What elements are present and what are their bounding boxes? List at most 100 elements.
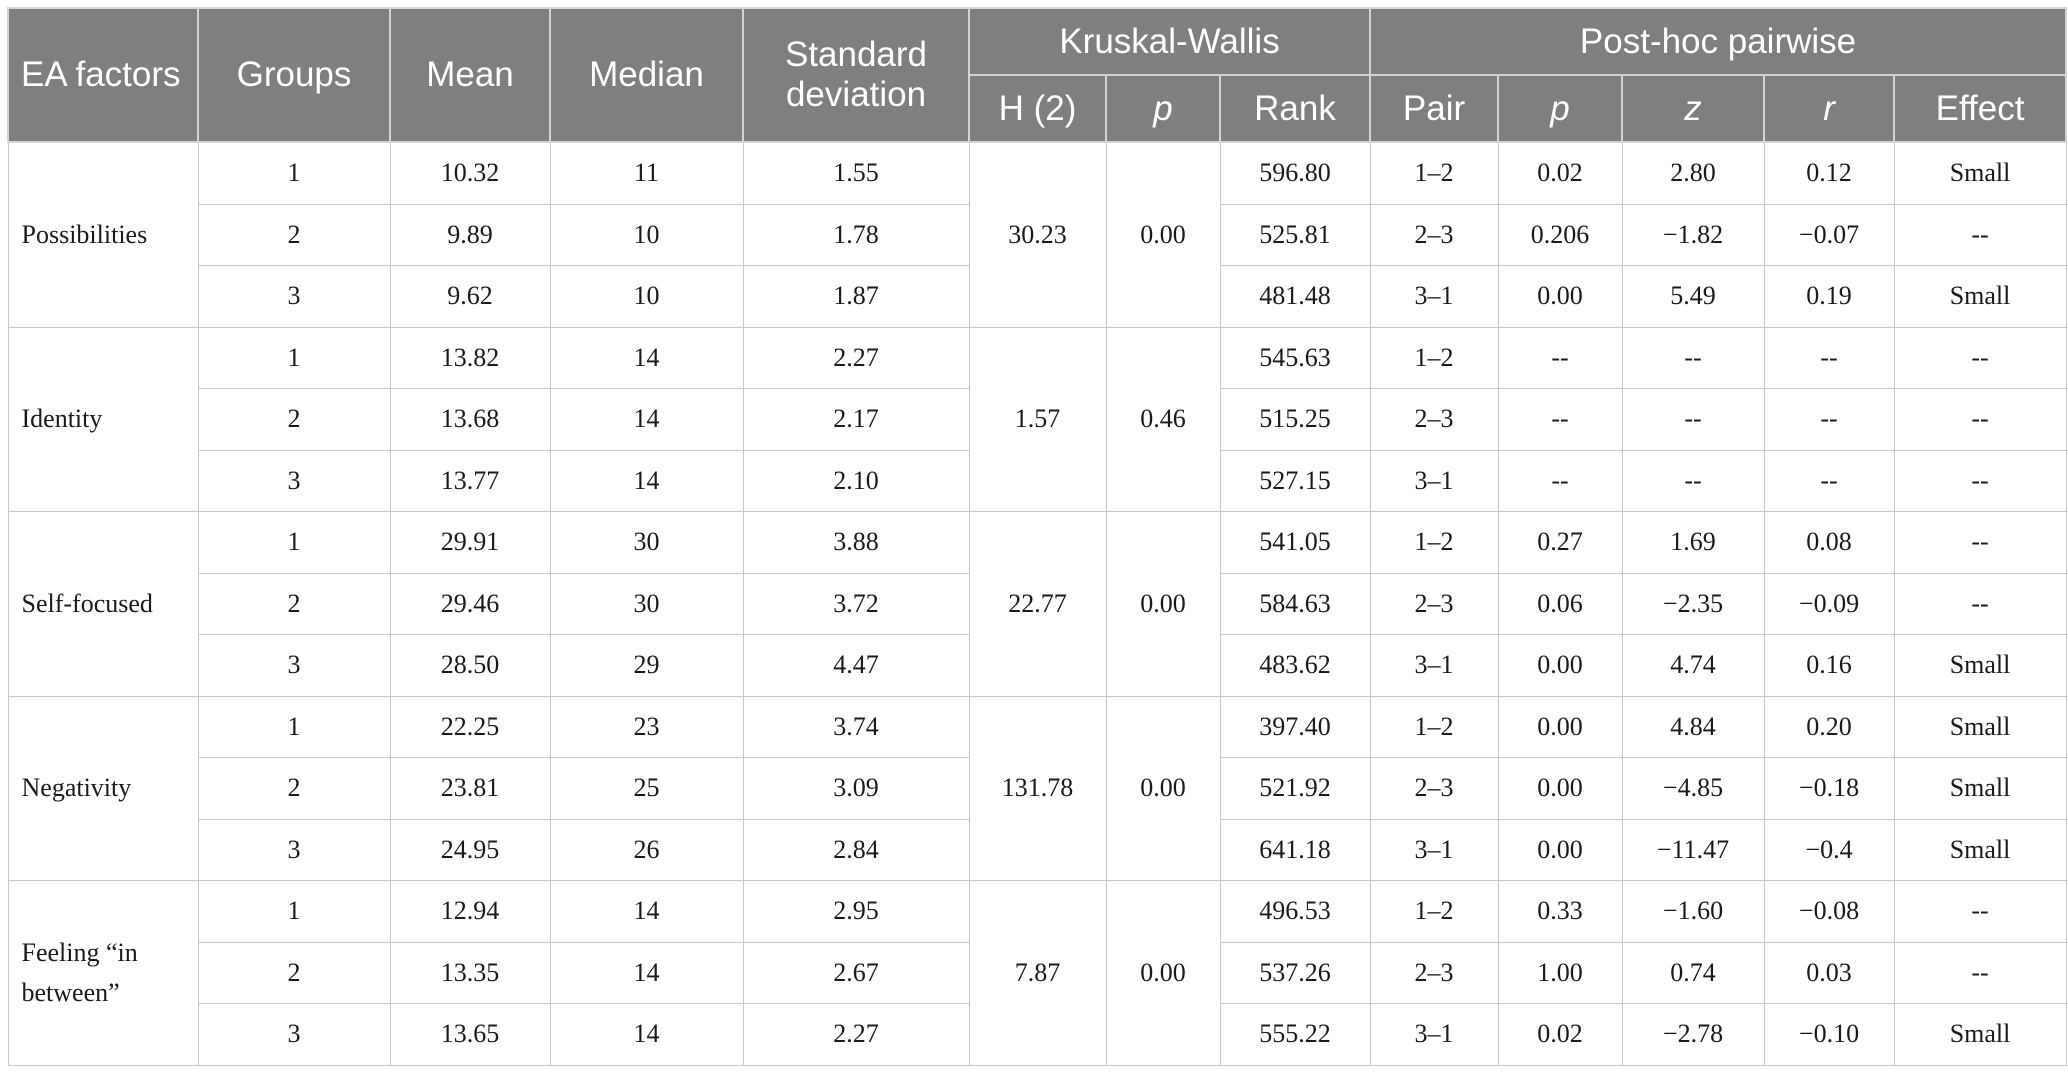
cell-sd: 2.27: [742, 326, 970, 389]
cell-rank: 481.48: [1219, 265, 1371, 328]
cell-r: −0.09: [1763, 572, 1895, 635]
cell-pair: 2–3: [1369, 757, 1499, 820]
cell-effect: Small: [1893, 141, 2067, 205]
cell-group: 1: [197, 141, 391, 205]
cell-sd: 2.10: [742, 449, 970, 512]
cell-z: −11.47: [1621, 818, 1765, 881]
cell-pair: 1–2: [1369, 695, 1499, 758]
cell-mean: 23.81: [389, 757, 551, 820]
header-z: z: [1621, 74, 1766, 143]
cell-p: 0.00: [1105, 141, 1221, 328]
cell-z: −2.35: [1621, 572, 1765, 635]
cell-mean: 9.89: [389, 203, 551, 266]
cell-median: 26: [549, 818, 744, 881]
cell-effect: --: [1893, 326, 2067, 389]
cell-sd: 1.55: [742, 141, 970, 205]
cell-mean: 29.46: [389, 572, 551, 635]
cell-median: 29: [549, 634, 744, 697]
cell-pair-p: 0.02: [1497, 1003, 1623, 1066]
cell-sd: 1.87: [742, 265, 970, 328]
header-pair: Pair: [1369, 74, 1500, 143]
table-row: 3 28.50 29 4.47 483.62 3–1 0.00 4.74 0.1…: [8, 634, 2067, 697]
cell-r: −0.10: [1763, 1003, 1895, 1066]
cell-rank: 496.53: [1219, 880, 1371, 943]
cell-r: 0.20: [1763, 695, 1895, 758]
results-table-container: EA factors Groups Mean Median Standard d…: [7, 7, 2068, 1066]
cell-h: 22.77: [968, 511, 1107, 697]
header-median: Median: [549, 7, 744, 143]
cell-pair-p: 0.00: [1497, 757, 1623, 820]
cell-r: −0.18: [1763, 757, 1895, 820]
header-h2: H (2): [968, 74, 1107, 143]
cell-z: −2.78: [1621, 1003, 1765, 1066]
cell-pair: 1–2: [1369, 326, 1499, 389]
cell-z: --: [1621, 326, 1765, 389]
cell-effect: Small: [1893, 695, 2067, 758]
cell-mean: 13.68: [389, 388, 551, 451]
cell-rank: 525.81: [1219, 203, 1371, 266]
cell-rank: 596.80: [1219, 141, 1371, 205]
header-p: p: [1105, 74, 1221, 143]
cell-z: 4.74: [1621, 634, 1765, 697]
cell-mean: 28.50: [389, 634, 551, 697]
cell-r: −0.4: [1763, 818, 1895, 881]
cell-group: 2: [197, 757, 391, 820]
cell-r: 0.12: [1763, 141, 1895, 205]
table-row: Possibilities 1 10.32 11 1.55 30.23 0.00…: [7, 141, 2067, 328]
cell-median: 14: [549, 1003, 744, 1066]
cell-pair-p: 1.00: [1497, 941, 1623, 1004]
cell-r: 0.08: [1763, 511, 1895, 574]
cell-r: --: [1763, 326, 1895, 389]
cell-rank: 555.22: [1219, 1003, 1371, 1066]
results-table: EA factors Groups Mean Median Standard d…: [7, 7, 2068, 1066]
cell-rank: 397.40: [1219, 695, 1371, 758]
cell-pair: 3–1: [1369, 1003, 1499, 1066]
cell-r: 0.03: [1763, 941, 1895, 1004]
cell-pair: 2–3: [1369, 203, 1499, 266]
cell-mean: 13.82: [389, 326, 551, 389]
cell-z: 5.49: [1621, 265, 1765, 328]
header-effect: Effect: [1893, 74, 2068, 143]
cell-rank: 545.63: [1219, 326, 1371, 389]
cell-p: 0.46: [1105, 326, 1221, 512]
cell-r: --: [1763, 449, 1895, 512]
cell-effect: Small: [1893, 265, 2067, 328]
cell-rank: 641.18: [1219, 818, 1371, 881]
cell-pair: 3–1: [1369, 818, 1499, 881]
header-rank: Rank: [1218, 74, 1372, 143]
cell-mean: 13.65: [389, 1003, 551, 1066]
cell-sd: 3.88: [742, 511, 970, 574]
table-row: 3 13.65 14 2.27 555.22 3–1 0.02 −2.78 −0…: [8, 1003, 2067, 1066]
cell-group: 2: [197, 203, 391, 266]
cell-effect: Small: [1893, 757, 2067, 820]
cell-group: 2: [197, 941, 391, 1004]
cell-effect: --: [1893, 941, 2067, 1004]
cell-r: 0.19: [1763, 265, 1895, 328]
cell-median: 14: [549, 326, 744, 389]
cell-pair-p: 0.02: [1497, 141, 1623, 205]
cell-median: 14: [549, 941, 744, 1004]
cell-effect: --: [1893, 572, 2067, 635]
cell-pair-p: --: [1497, 326, 1623, 389]
cell-group: 1: [197, 326, 391, 389]
header-kruskal-wallis: Kruskal-Wallis: [967, 7, 1372, 76]
cell-z: 4.84: [1621, 695, 1765, 758]
cell-r: −0.08: [1763, 880, 1895, 943]
header-mean: Mean: [389, 7, 551, 143]
cell-median: 25: [549, 757, 744, 820]
cell-p: 0.00: [1105, 880, 1221, 1066]
cell-median: 10: [549, 203, 744, 266]
cell-group: 3: [197, 449, 391, 512]
cell-z: --: [1621, 449, 1765, 512]
cell-median: 23: [549, 695, 744, 758]
cell-rank: 515.25: [1219, 388, 1371, 451]
header-pair-p: p: [1497, 74, 1624, 143]
cell-effect: --: [1893, 880, 2067, 943]
cell-h: 7.87: [968, 880, 1107, 1066]
cell-pair: 3–1: [1369, 634, 1499, 697]
table-row: 2 13.35 14 2.67 537.26 2–3 1.00 0.74 0.0…: [8, 941, 2067, 1004]
table-row: 3 13.77 14 2.10 527.15 3–1 -- -- -- --: [8, 449, 2067, 512]
cell-group: 3: [197, 818, 391, 881]
cell-mean: 13.77: [389, 449, 551, 512]
cell-z: −1.82: [1621, 203, 1765, 266]
